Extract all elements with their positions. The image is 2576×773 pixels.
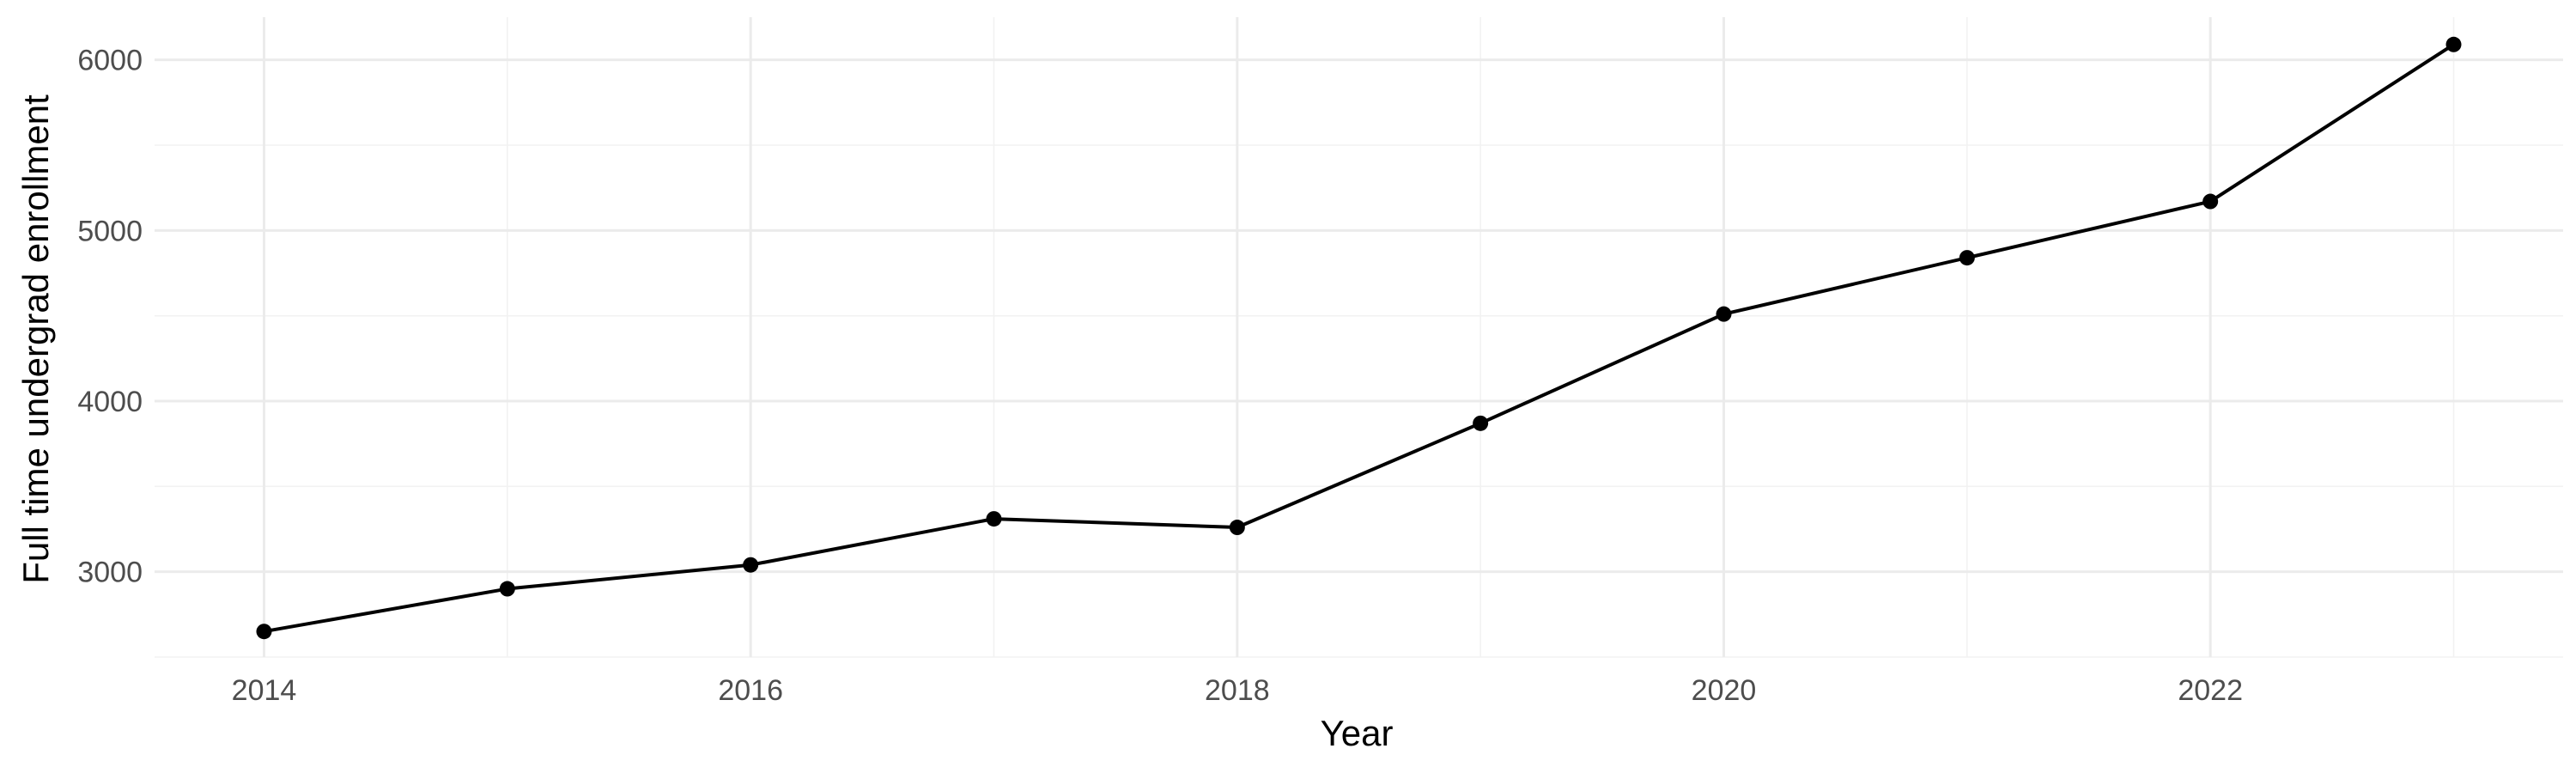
y-axis-ticks: 3000 4000 5000 6000 — [77, 45, 143, 589]
y-tick-label: 4000 — [77, 386, 143, 418]
x-axis-title: Year — [1321, 713, 1394, 753]
y-axis-title: Full time undergrad enrollment — [15, 94, 56, 584]
grid — [155, 17, 2563, 658]
x-tick-label: 2022 — [2178, 674, 2243, 707]
x-axis-ticks: 2014 2016 2018 2020 2022 — [232, 674, 2243, 707]
data-point — [986, 511, 1002, 527]
data-point — [743, 557, 759, 573]
x-tick-label: 2020 — [1692, 674, 1757, 707]
data-point — [1959, 250, 1975, 266]
y-tick-label: 6000 — [77, 45, 143, 77]
data-point — [1229, 520, 1245, 536]
x-tick-label: 2016 — [718, 674, 783, 707]
x-tick-label: 2018 — [1205, 674, 1270, 707]
data-point — [2445, 36, 2462, 52]
x-tick-label: 2014 — [232, 674, 297, 707]
data-point — [256, 624, 272, 640]
y-tick-label: 3000 — [77, 557, 143, 589]
data-point — [2202, 193, 2219, 210]
data-point — [499, 581, 515, 597]
series-line — [264, 43, 2455, 634]
data-point — [1473, 415, 1489, 431]
data-point — [1716, 306, 1732, 322]
series-layer — [256, 36, 2462, 640]
y-tick-label: 5000 — [77, 215, 143, 247]
